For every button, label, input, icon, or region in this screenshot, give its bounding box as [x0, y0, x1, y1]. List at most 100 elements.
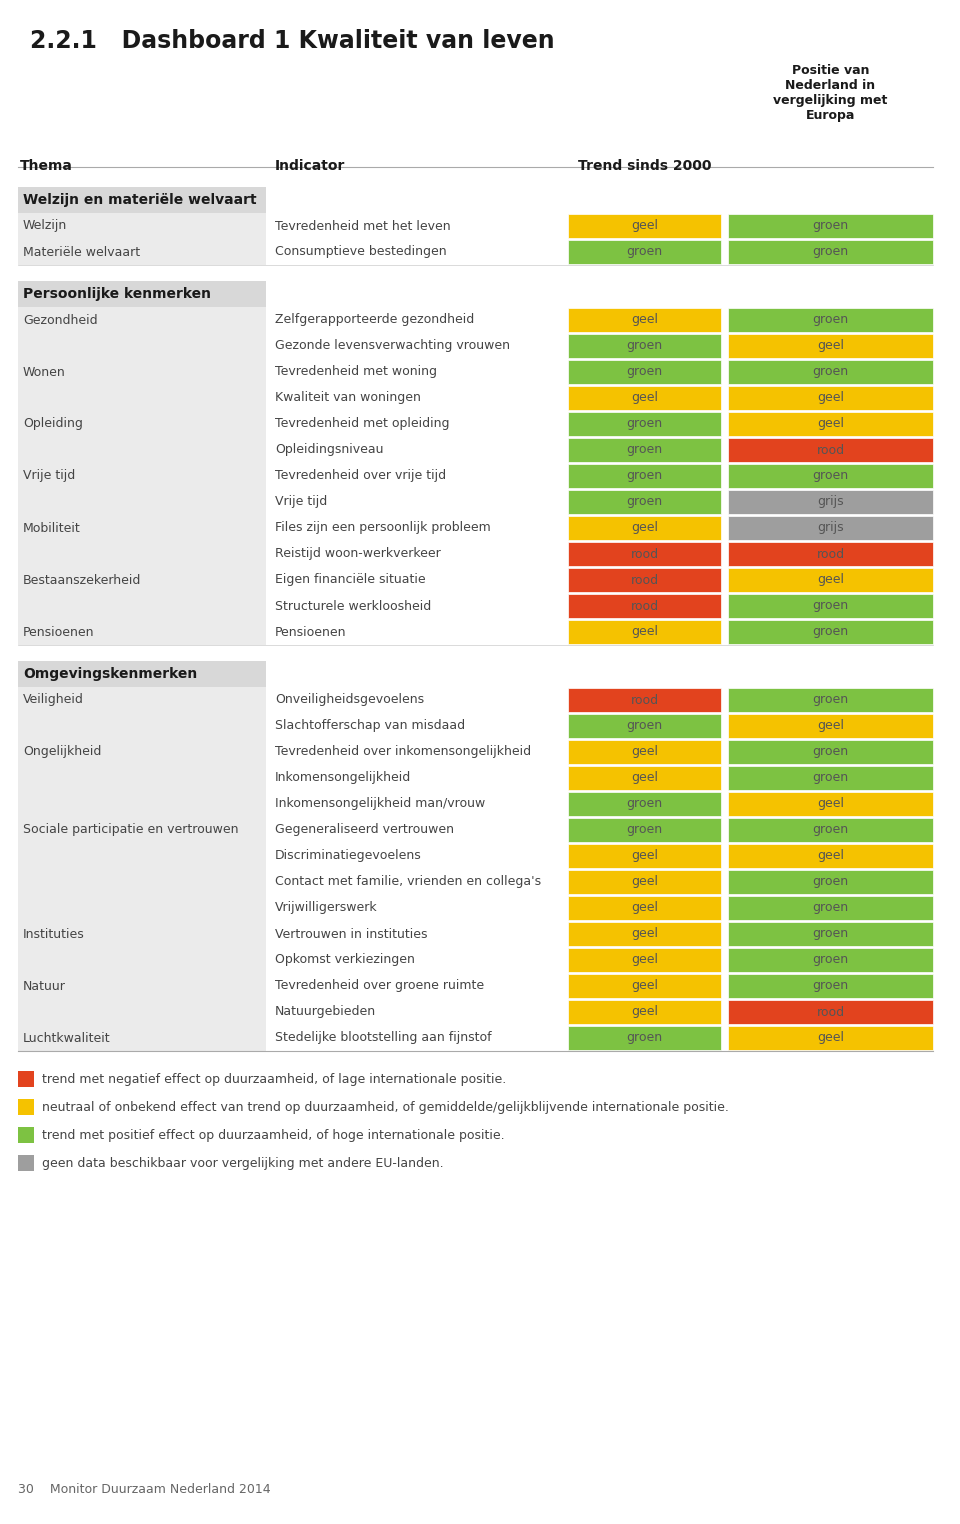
Text: Indicator: Indicator: [275, 158, 346, 174]
Bar: [568, 411, 721, 436]
Bar: [568, 870, 721, 895]
Text: rood: rood: [631, 693, 659, 707]
Text: Vrije tijd: Vrije tijd: [275, 495, 327, 509]
Text: trend met positief effect op duurzaamheid, of hoge internationale positie.: trend met positief effect op duurzaamhei…: [42, 1128, 505, 1141]
Text: Pensioenen: Pensioenen: [275, 625, 347, 639]
Bar: [18, 306, 266, 334]
Text: geel: geel: [631, 314, 658, 326]
Bar: [18, 489, 266, 515]
Text: Tevredenheid met opleiding: Tevredenheid met opleiding: [275, 418, 449, 430]
Bar: [568, 1026, 721, 1050]
Bar: [18, 187, 266, 213]
Bar: [18, 213, 266, 239]
Text: Zelfgerapporteerde gezondheid: Zelfgerapporteerde gezondheid: [275, 314, 474, 326]
Text: geel: geel: [631, 1006, 658, 1018]
Bar: [728, 870, 933, 895]
Bar: [728, 1026, 933, 1050]
Bar: [728, 922, 933, 946]
Bar: [568, 818, 721, 841]
Bar: [568, 594, 721, 619]
Bar: [18, 280, 266, 306]
Bar: [728, 620, 933, 645]
Text: Tevredenheid over groene ruimte: Tevredenheid over groene ruimte: [275, 980, 484, 992]
Bar: [18, 463, 266, 489]
Bar: [728, 594, 933, 619]
Text: rood: rood: [816, 1006, 845, 1018]
Text: groen: groen: [627, 340, 662, 352]
Text: Luchtkwaliteit: Luchtkwaliteit: [23, 1032, 110, 1044]
Text: Wonen: Wonen: [23, 366, 65, 378]
Bar: [18, 593, 266, 619]
Bar: [18, 946, 266, 972]
Text: 30    Monitor Duurzaam Nederland 2014: 30 Monitor Duurzaam Nederland 2014: [18, 1483, 271, 1497]
Text: groen: groen: [627, 443, 662, 457]
Text: Opleiding: Opleiding: [23, 418, 83, 430]
Bar: [728, 948, 933, 972]
Text: groen: groen: [812, 771, 849, 785]
Bar: [728, 741, 933, 764]
Bar: [728, 767, 933, 789]
Bar: [728, 308, 933, 332]
Text: groen: groen: [627, 469, 662, 483]
Text: Natuurgebieden: Natuurgebieden: [275, 1006, 376, 1018]
Text: groen: groen: [812, 245, 849, 259]
Text: Positie van
Nederland in
vergelijking met
Europa: Positie van Nederland in vergelijking me…: [774, 64, 888, 122]
Text: geen data beschikbaar voor vergelijking met andere EU-landen.: geen data beschikbaar voor vergelijking …: [42, 1157, 444, 1169]
Bar: [568, 1000, 721, 1024]
Bar: [728, 568, 933, 591]
Text: groen: groen: [812, 745, 849, 759]
Bar: [18, 791, 266, 817]
Text: grijs: grijs: [817, 521, 844, 535]
Bar: [728, 213, 933, 238]
Text: Tevredenheid met het leven: Tevredenheid met het leven: [275, 219, 450, 233]
Text: groen: groen: [812, 902, 849, 914]
Bar: [568, 491, 721, 514]
Bar: [568, 948, 721, 972]
Text: Natuur: Natuur: [23, 980, 66, 992]
Text: groen: groen: [812, 599, 849, 613]
Bar: [18, 239, 266, 265]
Text: geel: geel: [631, 980, 658, 992]
Text: geel: geel: [631, 392, 658, 404]
Text: groen: groen: [812, 693, 849, 707]
Text: Thema: Thema: [20, 158, 73, 174]
Bar: [568, 543, 721, 565]
Text: groen: groen: [812, 219, 849, 233]
Text: groen: groen: [812, 469, 849, 483]
Bar: [18, 920, 266, 946]
Bar: [728, 386, 933, 410]
Text: rood: rood: [631, 547, 659, 561]
Text: groen: groen: [627, 245, 662, 259]
Text: Opleidingsniveau: Opleidingsniveau: [275, 443, 383, 457]
Text: Discriminatiegevoelens: Discriminatiegevoelens: [275, 849, 421, 863]
Text: groen: groen: [812, 314, 849, 326]
Bar: [728, 411, 933, 436]
Bar: [728, 334, 933, 358]
Bar: [728, 818, 933, 841]
Text: groen: groen: [627, 495, 662, 509]
Bar: [568, 386, 721, 410]
Bar: [568, 896, 721, 920]
Bar: [18, 1071, 34, 1087]
Bar: [728, 844, 933, 869]
Bar: [728, 463, 933, 488]
Text: groen: groen: [812, 928, 849, 940]
Bar: [728, 543, 933, 565]
Text: geel: geel: [631, 902, 658, 914]
Text: Welzijn en materiële welvaart: Welzijn en materiële welvaart: [23, 194, 256, 207]
Text: Inkomensongelijkheid man/vrouw: Inkomensongelijkheid man/vrouw: [275, 797, 485, 811]
Text: geel: geel: [817, 849, 844, 863]
Bar: [18, 515, 266, 541]
Text: Trend sinds 2000: Trend sinds 2000: [578, 158, 711, 174]
Text: Files zijn een persoonlijk probleem: Files zijn een persoonlijk probleem: [275, 521, 491, 535]
Bar: [18, 713, 266, 739]
Text: geel: geel: [631, 771, 658, 785]
Bar: [18, 1128, 34, 1143]
Text: groen: groen: [812, 954, 849, 966]
Bar: [728, 491, 933, 514]
Text: geel: geel: [631, 928, 658, 940]
Bar: [18, 567, 266, 593]
Bar: [18, 619, 266, 645]
Bar: [568, 463, 721, 488]
Text: trend met negatief effect op duurzaamheid, of lage internationale positie.: trend met negatief effect op duurzaamhei…: [42, 1073, 506, 1085]
